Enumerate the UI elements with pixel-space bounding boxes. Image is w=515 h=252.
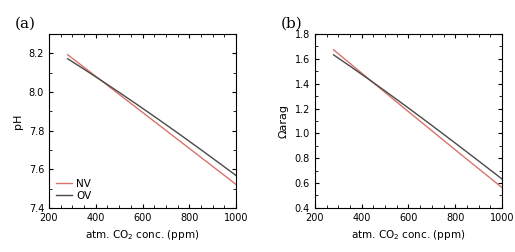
OV bbox=[186, 140, 193, 143]
Line: NV: NV bbox=[67, 55, 236, 184]
OV bbox=[85, 70, 91, 73]
OV bbox=[131, 101, 138, 104]
X-axis label: atm. CO$_2$ conc. (ppm): atm. CO$_2$ conc. (ppm) bbox=[85, 228, 200, 242]
Text: (b): (b) bbox=[281, 17, 303, 31]
OV bbox=[170, 129, 177, 132]
Y-axis label: Ωarag: Ωarag bbox=[279, 104, 289, 138]
NV bbox=[187, 147, 193, 150]
OV bbox=[233, 174, 239, 177]
NV bbox=[186, 147, 193, 150]
OV bbox=[64, 57, 71, 60]
NV bbox=[119, 96, 126, 99]
NV bbox=[131, 105, 138, 108]
Y-axis label: pH: pH bbox=[13, 113, 23, 129]
NV bbox=[170, 135, 177, 138]
OV bbox=[119, 93, 126, 96]
NV bbox=[233, 183, 239, 186]
Legend: NV, OV: NV, OV bbox=[54, 177, 93, 203]
NV bbox=[64, 53, 71, 56]
Text: (a): (a) bbox=[15, 17, 36, 31]
Line: OV: OV bbox=[67, 59, 236, 176]
OV bbox=[187, 140, 193, 143]
X-axis label: atm. CO$_2$ conc. (ppm): atm. CO$_2$ conc. (ppm) bbox=[351, 228, 466, 242]
NV bbox=[85, 69, 91, 72]
